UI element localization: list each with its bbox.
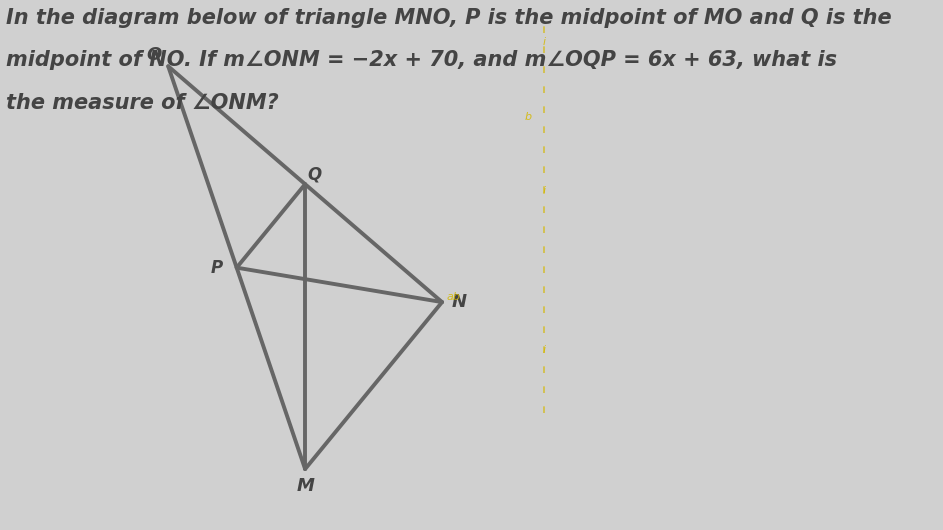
Text: b: b [524, 112, 532, 121]
Text: midpoint of NO. If m∠ONM = −2x + 70, and m∠OQP = 6x + 63, what is: midpoint of NO. If m∠ONM = −2x + 70, and… [7, 50, 837, 70]
Text: P: P [211, 259, 223, 277]
Text: M: M [296, 477, 314, 495]
Text: i: i [542, 345, 545, 355]
Text: i: i [542, 38, 545, 47]
Text: ab: ab [447, 292, 461, 302]
Text: the measure of ∠ONM?: the measure of ∠ONM? [7, 93, 279, 113]
Text: In the diagram below of triangle MNO, P is the midpoint of MO and Q is the: In the diagram below of triangle MNO, P … [7, 8, 892, 28]
Text: O: O [146, 46, 162, 64]
Text: i: i [542, 186, 545, 196]
Text: N: N [452, 293, 467, 311]
Text: Q: Q [307, 166, 322, 183]
